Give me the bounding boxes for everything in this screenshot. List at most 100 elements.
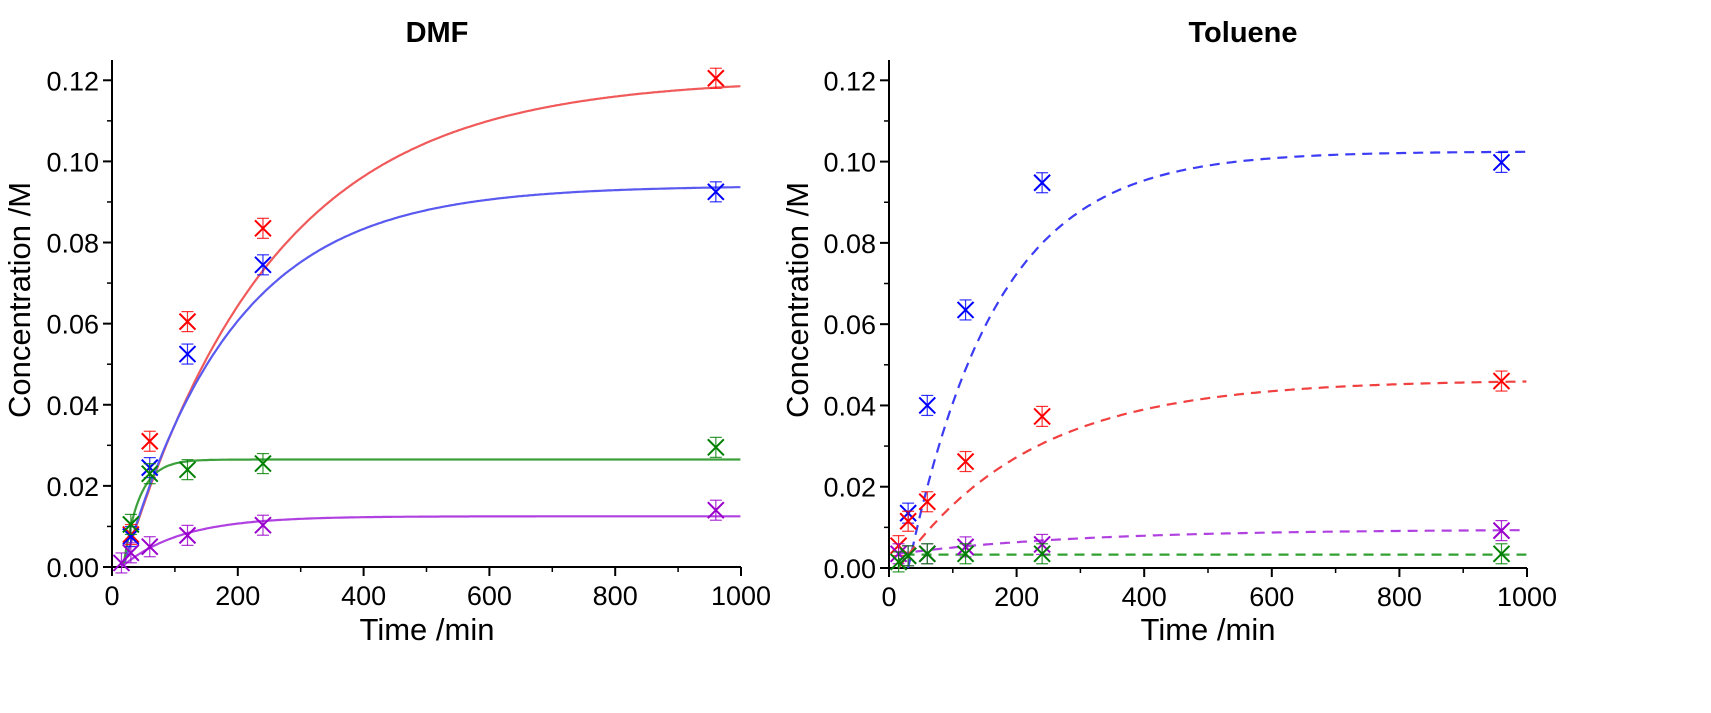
y-tick-label: 0.10 xyxy=(46,147,99,177)
data-point xyxy=(899,510,917,532)
chart-panel-dmf: DMF Time /min Concentration /M 0 200 400… xyxy=(2,17,771,647)
data-point xyxy=(956,543,975,565)
plot-area xyxy=(880,60,1528,577)
marker-x xyxy=(1492,521,1511,540)
marker-x xyxy=(122,527,140,546)
y-tick-label: 0.02 xyxy=(823,473,876,503)
x-tick-label: 200 xyxy=(215,581,260,611)
marker-x xyxy=(1033,545,1051,563)
marker-x xyxy=(1033,174,1051,192)
x-axis-label: Time /min xyxy=(1141,612,1276,647)
x-tick-label: 1000 xyxy=(711,581,771,611)
marker-x xyxy=(707,69,725,87)
x-tick-label: 0 xyxy=(881,582,896,612)
data-point xyxy=(122,542,140,564)
data-point xyxy=(707,499,725,521)
y-tick-label: 0.08 xyxy=(823,229,876,259)
data-point xyxy=(1492,151,1511,174)
marker-x xyxy=(889,553,908,571)
y-tick-label: 0.00 xyxy=(823,554,876,584)
data-point xyxy=(1492,370,1511,392)
y-tick-label: 0.12 xyxy=(823,66,876,96)
y-axis-label: Concentration /M xyxy=(780,182,815,418)
data-point xyxy=(918,394,936,417)
data-point xyxy=(254,452,272,475)
data-point xyxy=(1492,520,1511,542)
data-point xyxy=(918,491,936,513)
marker-x xyxy=(254,256,272,274)
marker-x xyxy=(918,493,936,511)
data-point xyxy=(141,463,159,485)
marker-x xyxy=(918,545,936,563)
marker-x xyxy=(899,547,917,565)
x-axis-label: Time /min xyxy=(360,612,495,647)
fit-curve xyxy=(897,553,1527,569)
marker-x xyxy=(1033,407,1051,426)
data-point xyxy=(1492,543,1511,565)
marker-x xyxy=(1492,153,1511,172)
x-tick-label: 800 xyxy=(1377,582,1422,612)
y-tick-label: 0.08 xyxy=(46,229,99,259)
marker-x xyxy=(707,183,725,201)
fit-curve xyxy=(898,529,1527,555)
marker-x xyxy=(918,396,936,415)
marker-x xyxy=(141,432,159,450)
x-tick-label: 1000 xyxy=(1497,582,1557,612)
chart-panel-toluene: Toluene Time /min Concentration /M 0 200… xyxy=(780,17,1557,647)
y-tick-label: 0.06 xyxy=(823,310,876,340)
marker-x xyxy=(178,345,197,363)
x-tick-label: 0 xyxy=(104,581,119,611)
fit-curve xyxy=(907,150,1527,569)
data-point xyxy=(141,430,159,452)
data-point xyxy=(1033,405,1051,428)
data-point xyxy=(178,524,197,546)
marker-x xyxy=(178,526,197,545)
fit-curve xyxy=(122,85,741,568)
data-point xyxy=(707,181,725,203)
chart-title: DMF xyxy=(406,17,469,49)
marker-x xyxy=(141,538,159,556)
y-tick-label: 0.00 xyxy=(46,553,99,583)
marker-x xyxy=(899,512,917,530)
data-point xyxy=(899,545,917,567)
data-point xyxy=(1033,543,1051,565)
marker-x xyxy=(254,454,272,473)
data-point xyxy=(178,311,197,333)
marker-x xyxy=(707,438,725,457)
marker-x xyxy=(122,515,140,534)
x-tick-label: 600 xyxy=(1249,582,1294,612)
y-tick-labels: 0.00 0.02 0.04 0.06 0.08 0.10 0.12 xyxy=(46,66,99,583)
data-point xyxy=(1033,172,1051,194)
x-tick-label: 400 xyxy=(341,581,386,611)
data-point xyxy=(178,343,197,365)
marker-x xyxy=(141,465,159,483)
marker-x xyxy=(254,516,272,534)
data-point xyxy=(956,450,975,473)
y-tick-label: 0.04 xyxy=(46,391,99,421)
marker-x xyxy=(956,452,975,471)
x-tick-label: 800 xyxy=(593,581,638,611)
y-tick-label: 0.02 xyxy=(46,472,99,502)
fit-curve xyxy=(897,380,1527,569)
x-tick-label: 400 xyxy=(1122,582,1167,612)
marker-x xyxy=(254,219,272,238)
plot-area xyxy=(103,60,742,576)
y-tick-label: 0.04 xyxy=(823,391,876,421)
marker-x xyxy=(1492,545,1511,563)
fit-curve xyxy=(122,186,741,568)
marker-x xyxy=(178,460,197,479)
y-tick-label: 0.12 xyxy=(46,66,99,96)
data-point xyxy=(178,459,197,481)
marker-x xyxy=(122,544,140,562)
chart-title: Toluene xyxy=(1188,17,1297,49)
data-point xyxy=(254,217,272,239)
data-point xyxy=(889,551,908,573)
y-axis-label: Concentration /M xyxy=(2,182,37,418)
data-point xyxy=(141,536,159,558)
marker-x xyxy=(707,501,725,519)
data-point xyxy=(254,254,272,276)
data-point xyxy=(707,436,725,458)
fit-curve xyxy=(122,458,741,568)
marker-x xyxy=(1492,372,1511,390)
